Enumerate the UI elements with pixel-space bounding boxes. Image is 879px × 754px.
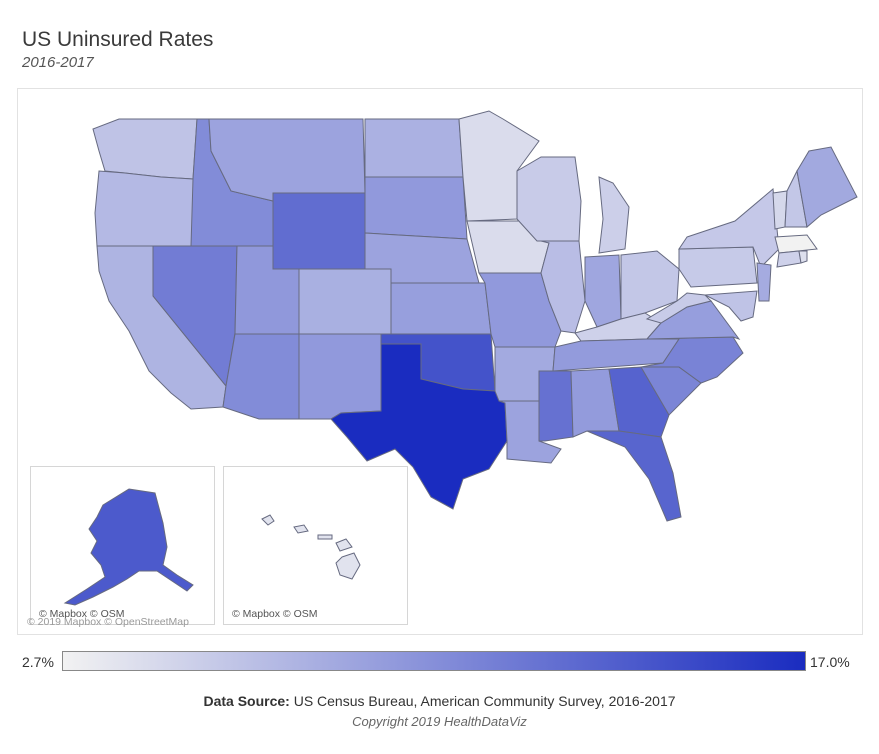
state-AK[interactable] <box>63 488 194 606</box>
base-map-credit[interactable]: © 2019 Mapbox © OpenStreetMap <box>27 616 189 628</box>
state-PA[interactable] <box>678 246 758 288</box>
state-HI-maui[interactable] <box>335 538 353 552</box>
chart-subtitle: 2016-2017 <box>22 54 94 71</box>
legend-min-label: 2.7% <box>22 654 54 670</box>
state-HI-big-island[interactable] <box>335 552 361 580</box>
state-WA[interactable] <box>92 118 198 180</box>
state-FL[interactable] <box>586 430 682 522</box>
state-IL[interactable] <box>540 240 586 334</box>
state-shapes[interactable] <box>92 110 858 522</box>
map-container[interactable]: © Mapbox © OSM © Mapbox © OSM <box>17 88 863 635</box>
state-AZ[interactable] <box>222 333 300 420</box>
legend-max-label: 17.0% <box>810 654 850 670</box>
state-NM[interactable] <box>298 333 382 420</box>
chart-title: US Uninsured Rates <box>22 28 214 51</box>
state-ME[interactable] <box>796 146 858 228</box>
copyright-note: Copyright 2019 HealthDataViz <box>352 714 527 729</box>
hawaii-inset: © Mapbox © OSM <box>223 466 408 625</box>
state-CT[interactable] <box>776 250 802 268</box>
alaska-map-credit[interactable]: © Mapbox © OSM <box>39 608 125 620</box>
data-source-text: US Census Bureau, American Community Sur… <box>289 693 676 709</box>
state-IN[interactable] <box>584 254 622 328</box>
state-NJ[interactable] <box>756 262 772 302</box>
alaska-map[interactable] <box>31 467 214 624</box>
legend-color-ramp <box>62 651 806 671</box>
data-source-label: Data Source: <box>203 693 290 709</box>
state-TX[interactable] <box>330 343 508 510</box>
us-map[interactable] <box>18 89 862 634</box>
state-MI[interactable] <box>598 176 630 254</box>
data-source: Data Source: US Census Bureau, American … <box>0 693 879 709</box>
state-MA[interactable] <box>774 234 818 254</box>
state-HI-kauai[interactable] <box>261 514 275 526</box>
state-RI[interactable] <box>798 250 808 264</box>
state-CO[interactable] <box>298 268 392 335</box>
state-OR[interactable] <box>94 170 196 247</box>
state-GA[interactable] <box>608 366 670 438</box>
state-MS[interactable] <box>538 370 574 442</box>
alaska-inset: © Mapbox © OSM <box>30 466 215 625</box>
state-NC[interactable] <box>640 336 744 384</box>
state-WV[interactable] <box>645 292 712 324</box>
state-HI-molokai[interactable] <box>317 534 333 540</box>
state-ND[interactable] <box>364 118 464 178</box>
state-MT[interactable] <box>208 118 366 202</box>
state-SD[interactable] <box>364 176 468 240</box>
state-HI-oahu[interactable] <box>293 524 309 534</box>
hawaii-map[interactable] <box>224 467 407 624</box>
state-WY[interactable] <box>272 192 366 270</box>
state-NY[interactable] <box>678 188 780 268</box>
state-KS[interactable] <box>390 282 492 335</box>
state-WI[interactable] <box>516 156 582 242</box>
hawaii-map-credit[interactable]: © Mapbox © OSM <box>232 608 318 620</box>
state-MD[interactable] <box>703 290 758 322</box>
